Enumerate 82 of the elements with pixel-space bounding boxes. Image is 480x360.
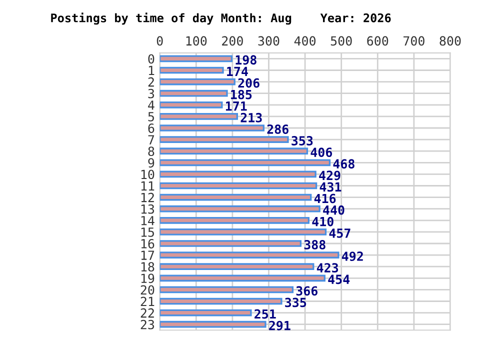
bar <box>160 78 236 86</box>
bar <box>160 55 233 62</box>
data-label: 335 <box>285 298 306 308</box>
x-tick-label: 300 <box>258 36 280 46</box>
bar <box>160 286 294 294</box>
y-tick-label: 18 <box>141 262 154 272</box>
data-label: 251 <box>254 309 276 319</box>
bar <box>160 205 320 212</box>
data-label: 416 <box>314 194 336 204</box>
bar <box>160 136 289 143</box>
data-label: 423 <box>316 263 338 273</box>
y-tick-label: 11 <box>141 181 154 191</box>
bar <box>160 101 223 108</box>
x-tick-label: 0 <box>156 36 163 46</box>
data-label: 206 <box>238 78 260 88</box>
x-tick-label: 800 <box>440 36 461 46</box>
bar <box>160 113 238 120</box>
data-label: 406 <box>310 148 332 158</box>
y-tick-label: 2 <box>148 77 154 87</box>
bar <box>160 263 314 270</box>
y-tick-label: 9 <box>148 158 154 168</box>
data-label: 468 <box>333 159 354 169</box>
y-tick-label: 22 <box>140 308 154 318</box>
y-tick-label: 7 <box>148 135 154 144</box>
bar <box>160 159 331 166</box>
data-label: 174 <box>227 66 248 76</box>
x-tick-label: 200 <box>222 36 243 46</box>
chart-title: Postings by time of day Month: Aug Year: 2026 <box>51 12 391 25</box>
data-label: 353 <box>292 136 313 146</box>
y-tick-label: 13 <box>141 204 154 214</box>
y-tick-label: 21 <box>140 296 154 306</box>
data-label: 457 <box>329 228 350 238</box>
bar <box>160 170 316 178</box>
y-tick-label: 5 <box>148 112 154 122</box>
bar <box>160 216 310 224</box>
bar <box>160 309 252 316</box>
data-label: 492 <box>342 252 363 262</box>
bar <box>160 240 302 247</box>
bar <box>160 148 308 155</box>
bar <box>160 298 282 305</box>
y-tick-label: 17 <box>141 250 154 260</box>
bar <box>160 194 312 201</box>
data-label: 291 <box>269 320 290 330</box>
y-tick-label: 8 <box>148 146 154 156</box>
data-label: 213 <box>240 112 262 122</box>
y-tick-label: 4 <box>148 100 154 110</box>
data-label: 431 <box>320 182 342 192</box>
y-tick-label: 0 <box>148 54 154 64</box>
data-label: 198 <box>236 55 256 65</box>
y-tick-label: 10 <box>141 170 154 180</box>
x-tick-label: 600 <box>367 36 388 46</box>
y-tick-label: 20 <box>140 285 154 295</box>
bar <box>160 274 326 282</box>
data-label: 429 <box>319 170 340 180</box>
x-tick-label: 100 <box>186 36 207 46</box>
bar <box>160 124 264 132</box>
y-tick-label: 14 <box>141 216 154 226</box>
y-tick-label: 19 <box>141 274 154 284</box>
bar <box>160 66 224 74</box>
x-tick-label: 700 <box>404 36 424 46</box>
y-tick-label: 12 <box>141 192 154 202</box>
data-label: 440 <box>323 205 344 215</box>
data-label: 454 <box>328 274 350 284</box>
bar <box>160 252 340 258</box>
bar <box>160 90 228 97</box>
data-label: 171 <box>226 102 247 111</box>
y-tick-label: 23 <box>140 320 154 330</box>
x-tick-label: 400 <box>294 36 316 46</box>
y-tick-label: 15 <box>141 228 154 237</box>
x-tick-label: 500 <box>330 36 352 46</box>
bar <box>160 182 318 190</box>
data-label: 185 <box>231 90 252 100</box>
data-label: 366 <box>296 286 318 296</box>
data-label: 388 <box>304 240 326 250</box>
y-tick-label: 1 <box>148 66 154 76</box>
bar <box>160 320 266 328</box>
y-tick-label: 3 <box>148 88 154 98</box>
data-label: 410 <box>312 216 334 226</box>
data-label: 286 <box>267 124 288 134</box>
bar <box>160 228 327 236</box>
y-tick-label: 6 <box>148 124 154 133</box>
y-tick-label: 16 <box>141 239 154 248</box>
